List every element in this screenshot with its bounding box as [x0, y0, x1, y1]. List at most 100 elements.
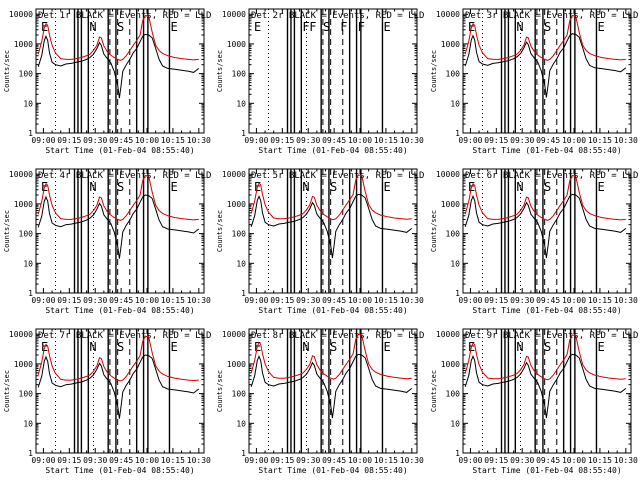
- x-tick-label: 10:00: [562, 456, 586, 465]
- panel-det-2: Det 2r BLACK = Events, RED = LLD 1 10 100 10…: [216, 8, 424, 155]
- flag-letter: N: [516, 180, 523, 194]
- flag-letter: F: [302, 20, 309, 34]
- lld-series-line: [464, 334, 626, 381]
- flag-letter: S: [330, 340, 337, 354]
- flag-letter: S: [330, 180, 337, 194]
- flag-letter: F: [309, 20, 316, 34]
- x-tick-label: 09:15: [270, 136, 294, 145]
- y-tick-label: 100: [232, 70, 247, 79]
- x-tick-label: 10:15: [374, 296, 398, 305]
- plot-frame: [35, 8, 205, 134]
- x-tick-label: 09:30: [296, 136, 320, 145]
- x-axis-label: Start Time (01-Feb-04 08:55:40): [472, 306, 621, 315]
- x-tick-label: 09:30: [510, 296, 534, 305]
- y-tick-label: 100: [19, 70, 34, 79]
- y-axis-label: Counts/sec: [430, 370, 438, 412]
- y-axis-label: Counts/sec: [3, 210, 11, 252]
- x-tick-label: 09:45: [536, 136, 560, 145]
- panel-det-6: Det 6r BLACK = Events, RED = LLD 1 10 100 10…: [430, 168, 638, 315]
- y-tick-label: 100: [19, 390, 34, 399]
- x-tick-label: 10:30: [614, 136, 638, 145]
- y-axis-label: Counts/sec: [216, 210, 224, 252]
- x-tick-label: 10:15: [161, 136, 185, 145]
- x-tick-label: 09:30: [83, 136, 107, 145]
- x-tick-label: 09:15: [57, 296, 81, 305]
- x-tick-label: 09:15: [484, 456, 508, 465]
- y-axis-label: Counts/sec: [3, 370, 11, 412]
- plot-frame: [35, 328, 205, 454]
- panel-det-3: Det 3r BLACK = Events, RED = LLD 1 10 100 10…: [430, 8, 638, 155]
- y-axis-label: Counts/sec: [430, 210, 438, 252]
- y-tick-label: 1: [241, 129, 246, 138]
- y-tick-label: 1000: [14, 200, 33, 209]
- y-tick-label: 1000: [14, 360, 33, 369]
- flag-letter: N: [302, 180, 309, 194]
- x-tick-label: 10:00: [348, 456, 372, 465]
- flag-letter: S: [544, 180, 551, 194]
- x-tick-label: 09:45: [322, 296, 346, 305]
- events-series-line: [37, 194, 200, 259]
- flag-letter: S: [117, 20, 124, 34]
- y-tick-label: 10000: [436, 330, 460, 339]
- flag-letter: F: [358, 20, 365, 34]
- panel-title: Det 1r BLACK = Events, RED = LLD: [38, 11, 211, 21]
- panel-title: Det 5r BLACK = Events, RED = LLD: [251, 171, 424, 181]
- panel-title: Det 6r BLACK = Events, RED = LLD: [465, 171, 638, 181]
- y-tick-label: 1000: [227, 40, 246, 49]
- flag-letter: S: [117, 180, 124, 194]
- x-tick-label: 10:00: [135, 136, 159, 145]
- y-tick-label: 1: [241, 449, 246, 458]
- lld-series-line: [464, 175, 626, 221]
- x-tick-label: 09:00: [244, 136, 268, 145]
- flag-letter: N: [89, 340, 96, 354]
- panel-det-7: Det 7r BLACK = Events, RED = LLD 1 10 100 10…: [3, 328, 211, 475]
- y-tick-label: 1000: [227, 360, 246, 369]
- panel-det-8: Det 8r BLACK = Events, RED = LLD 1 10 100 10…: [216, 328, 424, 475]
- flag-letter: E: [597, 340, 604, 354]
- x-tick-label: 10:15: [374, 456, 398, 465]
- y-tick-label: 1: [241, 289, 246, 298]
- y-tick-label: 1: [455, 129, 460, 138]
- y-tick-label: 1: [455, 449, 460, 458]
- y-tick-label: 100: [232, 390, 247, 399]
- flag-letter: E: [170, 20, 177, 34]
- y-tick-label: 10000: [222, 330, 246, 339]
- lld-series-line: [464, 15, 626, 61]
- y-tick-label: 1: [28, 129, 33, 138]
- y-tick-label: 100: [446, 70, 461, 79]
- flag-letter: N: [89, 180, 96, 194]
- y-axis-label: Counts/sec: [3, 50, 11, 92]
- y-tick-label: 100: [19, 230, 34, 239]
- x-tick-label: 09:45: [536, 456, 560, 465]
- x-tick-label: 09:15: [270, 296, 294, 305]
- x-tick-label: 10:30: [187, 136, 211, 145]
- x-axis-label: Start Time (01-Feb-04 08:55:40): [258, 306, 407, 315]
- lld-series-line: [37, 175, 199, 221]
- x-tick-label: 09:00: [31, 456, 55, 465]
- x-tick-label: 09:30: [510, 136, 534, 145]
- x-tick-label: 09:15: [484, 296, 508, 305]
- events-series-line: [464, 33, 627, 98]
- y-axis-label: Counts/sec: [216, 50, 224, 92]
- y-tick-label: 100: [446, 390, 461, 399]
- y-tick-label: 1000: [14, 40, 33, 49]
- plot-frame: [35, 168, 205, 294]
- y-tick-label: 10000: [222, 10, 246, 19]
- x-tick-label: 09:30: [296, 296, 320, 305]
- flag-letter: E: [170, 180, 177, 194]
- y-tick-label: 1000: [441, 200, 460, 209]
- y-tick-label: 10000: [436, 170, 460, 179]
- x-tick-label: 09:15: [270, 456, 294, 465]
- x-tick-label: 09:15: [57, 456, 81, 465]
- x-tick-label: 10:30: [614, 296, 638, 305]
- x-axis-label: Start Time (01-Feb-04 08:55:40): [45, 466, 194, 475]
- flag-letter: E: [383, 20, 390, 34]
- panel-title: Det 8r BLACK = Events, RED = LLD: [251, 331, 424, 341]
- panel-title: Det 9r BLACK = Events, RED = LLD: [465, 331, 638, 341]
- lld-series-line: [250, 333, 412, 380]
- x-tick-label: 09:00: [244, 296, 268, 305]
- flag-letter: E: [254, 20, 261, 34]
- panel-det-9: Det 9r BLACK = Events, RED = LLD 1 10 100 10…: [430, 328, 638, 475]
- y-tick-label: 10: [450, 259, 460, 268]
